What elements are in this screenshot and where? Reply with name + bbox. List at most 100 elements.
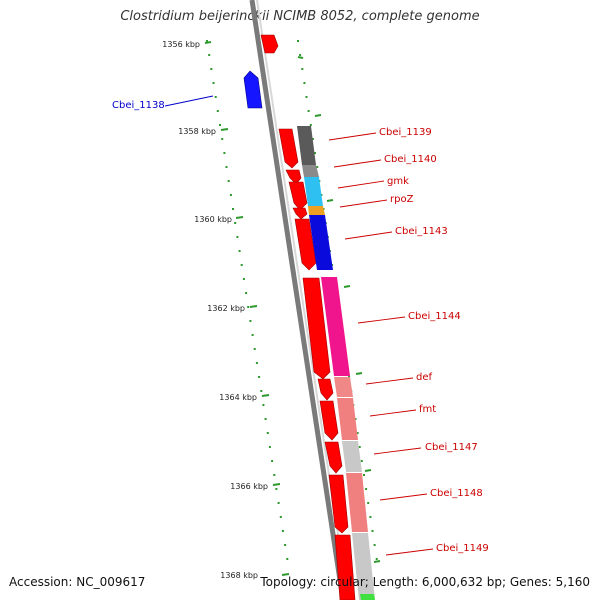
gene-arrow (334, 534, 356, 600)
tick-dot (251, 334, 254, 336)
tick-dot (314, 152, 316, 154)
tick-dot (260, 390, 263, 392)
gene-block-gmk (304, 177, 323, 206)
tick-dot (206, 40, 208, 42)
gene-label-cbei-1147[interactable]: Cbei_1147 (425, 442, 478, 453)
leader-line-cbei-1149 (385, 548, 434, 556)
gene-arrow (294, 218, 317, 271)
tick-dot (275, 488, 278, 490)
gene-arrow (288, 181, 308, 211)
tick-dot (358, 446, 361, 448)
tick-dot (208, 54, 211, 56)
tick-dot (242, 278, 245, 280)
tick-dot (279, 516, 282, 518)
gene-block-cbei-1144 (321, 277, 350, 376)
gene-block-fmt (337, 398, 358, 440)
tick-mark-right (364, 469, 372, 472)
tick-marks: 1356 kbp 1358 kbp 1360 kbp 1362 kbp 1364… (162, 40, 381, 580)
tick-dot (367, 502, 370, 504)
tick-dot (225, 166, 228, 168)
tick-mark (249, 305, 258, 308)
tick-dot (247, 306, 250, 308)
tick-label: 1366 kbp (230, 482, 268, 491)
tick-mark-right (326, 199, 334, 202)
tick-1368: 1368 kbp (220, 560, 381, 580)
tick-label: 1368 kbp (220, 571, 258, 580)
tick-dot (365, 488, 368, 490)
tick-dot (356, 432, 359, 434)
accession-text: Accession: NC_009617 (9, 575, 146, 589)
gene-label-rpoz[interactable]: rpoZ (390, 194, 414, 205)
tick-dot (299, 54, 302, 56)
tick-dot (255, 362, 258, 364)
tick-dot (373, 544, 376, 546)
tick-mark (235, 216, 244, 219)
leader-line-cbei-1148 (379, 493, 428, 501)
tick-dot (253, 348, 256, 350)
tick-dot (238, 250, 241, 252)
gene-arrow (292, 207, 308, 220)
tick-dot (277, 502, 280, 504)
tick-dot (232, 208, 234, 210)
gene-label-cbei-1138[interactable]: Cbei_1138 (112, 100, 165, 111)
tick-1358: 1358 kbp (178, 114, 322, 136)
gene-label-cbei-1149[interactable]: Cbei_1149 (436, 543, 489, 554)
tick-dot (273, 474, 276, 476)
tick-dot (363, 474, 365, 476)
gene-arrow-cbei-1138 (243, 70, 263, 109)
tick-dot (301, 68, 304, 70)
tick-mark-right (343, 285, 351, 288)
tick-dot (303, 82, 306, 84)
leader-line-rpoz (339, 199, 388, 208)
gene-block-def (334, 377, 353, 397)
leader-line-cbei-1139 (328, 132, 377, 141)
tick-label: 1358 kbp (178, 127, 216, 136)
tick-1356: 1356 kbp (162, 40, 304, 59)
gene-label-cbei-1139[interactable]: Cbei_1139 (379, 127, 432, 138)
gene-labels: Cbei_1138 Cbei_1139 Cbei_1140 gmk rpoZ C… (112, 100, 489, 554)
gene-block-cbei-1148 (346, 473, 368, 532)
tick-label: 1356 kbp (162, 40, 200, 49)
tick-mark-right (373, 560, 381, 563)
tick-label: 1364 kbp (219, 393, 257, 402)
tick-mark-right (297, 56, 304, 59)
tick-dot (305, 96, 308, 98)
gene-label-cbei-1140[interactable]: Cbei_1140 (384, 154, 437, 165)
tick-dot (223, 152, 226, 154)
summary-text: Topology: circular; Length: 6,000,632 bp… (260, 575, 590, 589)
map-title: Clostridium beijerinckii NCIMB 8052, com… (120, 9, 480, 24)
gene-label-cbei-1148[interactable]: Cbei_1148 (430, 488, 483, 499)
tick-dot (369, 516, 372, 518)
gene-label-lines (164, 95, 434, 556)
tick-dot (229, 194, 232, 196)
tick-dot (316, 166, 319, 168)
leader-line-gmk (337, 180, 385, 189)
tick-dot (271, 460, 274, 462)
tick-1364: 1364 kbp (219, 372, 363, 402)
leader-line-cbei-1143 (344, 231, 393, 240)
tick-mark (281, 573, 290, 576)
tick-dot (281, 530, 284, 532)
gene-arrow (328, 474, 349, 534)
leader-line-cbei-1147 (373, 447, 422, 455)
gene-label-cbei-1143[interactable]: Cbei_1143 (395, 226, 448, 237)
tick-1366: 1366 kbp (230, 469, 372, 491)
tick-dot (264, 418, 267, 420)
tick-dot (266, 432, 269, 434)
gene-label-cbei-1144[interactable]: Cbei_1144 (408, 311, 461, 322)
tick-1362: 1362 kbp (207, 285, 351, 313)
gene-block-cbei-1140 (302, 165, 319, 177)
gene-label-gmk[interactable]: gmk (387, 176, 409, 187)
tick-mark (261, 394, 270, 397)
gene-label-def[interactable]: def (416, 372, 433, 383)
tick-mark-right (355, 372, 363, 375)
tick-dot (212, 82, 215, 84)
gene-label-fmt[interactable]: fmt (419, 404, 436, 415)
tick-mark-right (314, 114, 322, 117)
leader-line-def (365, 377, 414, 385)
tick-dot (214, 96, 217, 98)
tick-dot (268, 446, 271, 448)
tick-dot (311, 138, 314, 140)
tick-mark (204, 41, 212, 44)
